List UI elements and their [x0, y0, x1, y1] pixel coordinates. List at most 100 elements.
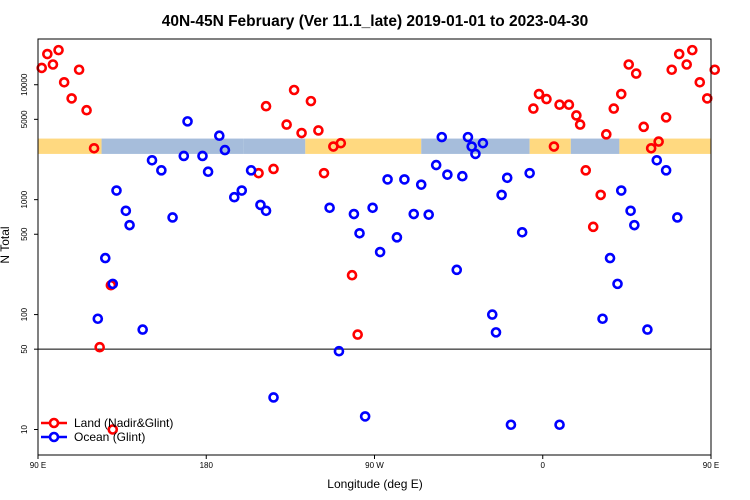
data-point-ocean: [399, 174, 410, 185]
data-point-ocean: [111, 185, 122, 196]
y-tick-label: 5000: [20, 110, 29, 128]
data-point-ocean: [167, 212, 178, 223]
data-point-land: [66, 93, 77, 104]
data-point-land: [288, 84, 300, 96]
data-point-land: [268, 163, 279, 175]
data-point-land: [694, 76, 706, 88]
data-point-ocean: [408, 208, 420, 220]
data-point-ocean: [137, 324, 148, 335]
data-point-ocean: [436, 131, 448, 143]
data-point-ocean: [382, 174, 393, 185]
legend: Land (Nadir&Glint)Ocean (Glint): [41, 416, 173, 444]
data-point-land: [673, 48, 685, 60]
x-tick-label: 90 E: [703, 461, 719, 470]
band-segment-land: [305, 138, 422, 154]
data-point-ocean: [524, 167, 535, 179]
data-point-ocean: [597, 313, 608, 325]
data-point-ocean: [178, 150, 190, 162]
data-point-ocean: [501, 172, 513, 184]
y-tick-label: 10000: [20, 73, 29, 96]
data-point-land: [73, 64, 85, 76]
data-point-ocean: [228, 191, 240, 203]
data-point-ocean: [156, 165, 167, 176]
data-point-land: [623, 59, 635, 70]
data-point-land: [601, 129, 612, 140]
data-point-land: [701, 93, 713, 104]
data-point-ocean: [672, 212, 683, 223]
data-point-ocean: [462, 131, 474, 143]
data-point-land: [587, 221, 599, 233]
legend-marker-ocean: [48, 431, 60, 443]
data-point-land: [563, 99, 575, 111]
x-axis-label: Longitude (deg E): [327, 477, 422, 491]
band-segment-land: [38, 138, 102, 154]
data-point-land: [595, 189, 607, 201]
data-point-land: [318, 167, 330, 179]
data-point-ocean: [642, 324, 653, 335]
band-segment-ocean: [570, 138, 620, 154]
data-point-land: [260, 100, 272, 112]
data-point-ocean: [236, 185, 248, 196]
data-point-land: [533, 88, 545, 100]
data-points: [36, 44, 721, 435]
x-tick-label: 0: [541, 461, 546, 470]
data-point-ocean: [612, 278, 623, 290]
y-axis: 10 50 100 500 1000 5000 10000: [20, 73, 38, 434]
data-point-ocean: [359, 411, 371, 422]
band-segment-land: [619, 138, 711, 154]
data-point-ocean: [496, 189, 507, 201]
data-point-ocean: [202, 166, 214, 178]
data-point-ocean: [629, 219, 640, 231]
data-point-land: [58, 76, 70, 88]
data-point-ocean: [100, 252, 111, 264]
data-point-land: [281, 119, 292, 130]
data-point-land: [94, 341, 105, 353]
data-point-land: [687, 44, 698, 56]
data-point-land: [709, 64, 721, 76]
data-point-land: [81, 104, 92, 116]
data-point-land: [653, 136, 664, 147]
x-tick-label: 90 E: [30, 461, 46, 470]
data-point-ocean: [470, 148, 481, 160]
band-segment-ocean: [243, 138, 306, 154]
data-point-land: [541, 93, 552, 105]
data-point-ocean: [367, 202, 378, 214]
data-point-ocean: [430, 159, 442, 171]
y-tick-label: 50: [20, 344, 29, 353]
y-tick-label: 10: [20, 425, 29, 434]
chart-title: 40N-45N February (Ver 11.1_late) 2019-01…: [162, 13, 589, 30]
x-tick-label: 180: [200, 461, 214, 470]
legend-marker-land: [48, 417, 60, 429]
data-point-ocean: [324, 202, 335, 214]
data-point-land: [630, 68, 642, 79]
data-point-land: [346, 269, 358, 281]
data-point-land: [47, 59, 59, 70]
data-point-ocean: [477, 137, 489, 149]
x-axis: 90 E 180 90 W 0 90 E: [30, 455, 719, 470]
data-point-land: [42, 48, 53, 60]
data-point-land: [571, 110, 582, 121]
data-point-ocean: [490, 327, 502, 338]
plot-frame: [37, 38, 712, 456]
data-point-ocean: [615, 185, 627, 196]
data-point-ocean: [625, 205, 636, 217]
data-point-ocean: [415, 179, 427, 190]
data-point-ocean: [354, 227, 365, 239]
data-point-land: [574, 119, 586, 130]
data-point-ocean: [245, 165, 257, 176]
data-point-ocean: [486, 309, 498, 320]
data-point-ocean: [374, 246, 386, 258]
band-segment-ocean: [101, 138, 244, 154]
data-point-land: [313, 125, 324, 136]
data-point-land: [305, 95, 317, 107]
data-point-ocean: [516, 226, 528, 238]
data-point-ocean: [651, 155, 663, 166]
data-point-land: [548, 141, 560, 152]
data-point-land: [681, 59, 692, 70]
data-point-land: [615, 88, 627, 100]
legend-label-ocean: Ocean (Glint): [74, 430, 145, 444]
y-tick-label: 500: [20, 227, 29, 241]
data-point-land: [638, 121, 650, 133]
data-point-ocean: [391, 232, 403, 243]
data-point-ocean: [505, 419, 517, 431]
